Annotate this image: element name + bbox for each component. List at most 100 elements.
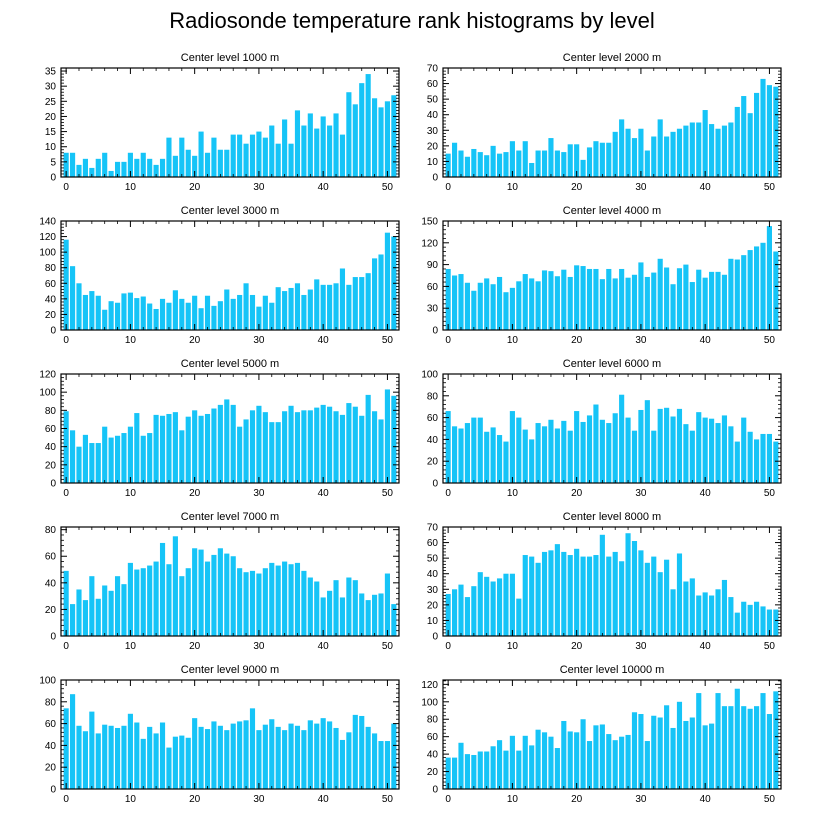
histogram-bar bbox=[631, 430, 638, 483]
histogram-bar bbox=[522, 429, 528, 483]
histogram-panel-8: Center level 8000 m 0 10 20 30 40 50 0 10 20 30 40 5… bbox=[427, 511, 782, 652]
histogram-bar bbox=[372, 98, 378, 177]
histogram-bar bbox=[644, 400, 650, 483]
histogram-bar bbox=[333, 727, 339, 789]
histogram-bar bbox=[766, 85, 772, 177]
histogram-panel-5: Center level 5000 m 0 10 20 30 40 50 0 20 40 60 80 1… bbox=[39, 358, 400, 499]
histogram-bar bbox=[529, 162, 535, 177]
histogram-bar bbox=[689, 430, 695, 483]
histogram-bar bbox=[269, 302, 275, 330]
histogram-bar bbox=[676, 408, 683, 483]
histogram-bar bbox=[63, 708, 69, 789]
y-tick-label: 90 bbox=[427, 260, 439, 271]
histogram-bar bbox=[580, 556, 586, 636]
x-tick-label: 20 bbox=[571, 641, 583, 652]
histogram-bar bbox=[638, 262, 644, 330]
histogram-bar bbox=[490, 427, 496, 483]
histogram-bar bbox=[773, 441, 779, 483]
histogram-bar bbox=[102, 152, 108, 177]
histogram-bar bbox=[458, 428, 464, 483]
histogram-bar bbox=[599, 279, 605, 330]
histogram-bar bbox=[606, 556, 612, 636]
histogram-bar bbox=[127, 562, 133, 636]
histogram-bar bbox=[741, 417, 747, 483]
histogram-bar bbox=[114, 576, 121, 636]
histogram-bar bbox=[619, 268, 625, 330]
histogram-bar bbox=[140, 435, 146, 483]
histogram-bar bbox=[359, 593, 365, 636]
histogram-bar bbox=[391, 723, 397, 789]
histogram-bar bbox=[683, 424, 689, 483]
histogram-bar bbox=[599, 534, 605, 636]
histogram-bar bbox=[179, 137, 185, 177]
histogram-bar bbox=[464, 423, 470, 483]
histogram-bar bbox=[314, 128, 320, 177]
y-tick-label: 60 bbox=[45, 424, 57, 435]
x-tick-label: 40 bbox=[700, 335, 712, 346]
histogram-bar bbox=[275, 726, 281, 789]
x-tick-label: 10 bbox=[125, 641, 137, 652]
histogram-bar bbox=[346, 92, 352, 177]
histogram-bar bbox=[282, 730, 288, 789]
histogram-bar bbox=[509, 287, 515, 330]
histogram-bar bbox=[696, 693, 702, 789]
histogram-bar bbox=[464, 754, 470, 789]
histogram-bar bbox=[140, 152, 146, 177]
histogram-bar bbox=[477, 751, 483, 789]
histogram-bar bbox=[715, 271, 721, 330]
histogram-bar bbox=[82, 434, 88, 483]
histogram-bar bbox=[503, 750, 509, 789]
histogram-bar bbox=[76, 589, 82, 636]
histogram-bar bbox=[548, 550, 554, 636]
histogram-bar bbox=[140, 738, 146, 789]
histogram-bar bbox=[249, 570, 256, 636]
histogram-bar bbox=[378, 254, 384, 330]
histogram-bar bbox=[294, 725, 301, 789]
x-tick-label: 0 bbox=[445, 794, 451, 805]
histogram-bar bbox=[625, 734, 631, 789]
x-tick-label: 30 bbox=[635, 488, 647, 499]
histogram-bar bbox=[631, 274, 638, 330]
histogram-bar bbox=[728, 258, 734, 330]
histogram-bar bbox=[307, 289, 313, 330]
histogram-bar bbox=[554, 276, 560, 330]
histogram-bar bbox=[95, 443, 101, 483]
histogram-bar bbox=[734, 106, 740, 177]
histogram-bar bbox=[644, 562, 650, 636]
histogram-bar bbox=[282, 291, 288, 330]
histogram-bar bbox=[224, 149, 230, 177]
histogram-bar bbox=[561, 720, 567, 789]
histogram-bar bbox=[172, 536, 178, 636]
histogram-bar bbox=[339, 414, 346, 484]
histogram-bar bbox=[754, 92, 760, 177]
histogram-bar bbox=[567, 555, 573, 636]
x-tick-label: 30 bbox=[635, 794, 647, 805]
y-tick-label: 120 bbox=[421, 238, 438, 249]
histogram-bar bbox=[339, 597, 346, 636]
histogram-bar bbox=[114, 727, 121, 789]
x-tick-label: 20 bbox=[571, 335, 583, 346]
histogram-panel-9: Center level 9000 m 0 10 20 30 40 50 0 20 40 60 80 1… bbox=[39, 664, 400, 805]
histogram-bar bbox=[192, 548, 198, 636]
histogram-bar bbox=[127, 426, 133, 483]
histogram-bar bbox=[509, 411, 515, 483]
histogram-bar bbox=[516, 281, 522, 330]
y-tick-label: 80 bbox=[427, 391, 439, 402]
histogram-bar bbox=[522, 735, 528, 789]
histogram-bar bbox=[734, 441, 740, 483]
histogram-bar bbox=[452, 275, 458, 330]
histogram-bar bbox=[70, 430, 76, 483]
page-title: Radiosonde temperature rank histograms b… bbox=[169, 8, 655, 33]
histogram-bar bbox=[307, 577, 313, 636]
histogram-bar bbox=[282, 561, 288, 636]
histogram-bar bbox=[689, 578, 695, 636]
histogram-bar bbox=[249, 134, 256, 177]
y-tick-label: 70 bbox=[427, 64, 439, 75]
histogram-bar bbox=[76, 446, 82, 483]
y-tick-label: 80 bbox=[45, 525, 57, 536]
histogram-bar bbox=[262, 137, 268, 177]
histogram-bar bbox=[670, 284, 676, 330]
histogram-bar bbox=[567, 276, 573, 330]
histogram-bar bbox=[657, 572, 663, 636]
histogram-bar bbox=[580, 719, 586, 789]
